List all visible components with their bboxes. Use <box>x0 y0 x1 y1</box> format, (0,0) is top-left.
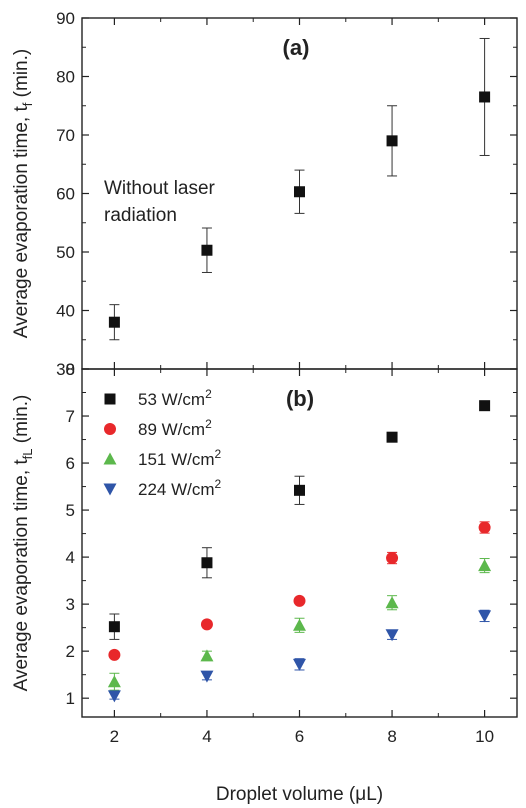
data-point <box>479 400 491 412</box>
legend-label: 53 W/cm2 <box>138 387 212 409</box>
y-tick-label: 50 <box>56 243 75 262</box>
data-point <box>293 658 306 671</box>
legend: 53 W/cm2 89 W/cm2 151 W/cm2 224 W/cm2 <box>103 387 222 499</box>
legend-marker <box>103 452 117 465</box>
data-point <box>293 618 306 631</box>
series-1 <box>108 521 491 661</box>
y-tick-label: 90 <box>56 9 75 28</box>
data-point <box>478 610 492 623</box>
series-0 <box>108 400 491 640</box>
series-0 <box>108 37 491 341</box>
data-point <box>200 649 214 662</box>
y-tick-label: 5 <box>66 501 75 520</box>
y-tick-label: 1 <box>66 689 75 708</box>
data-point <box>294 484 305 496</box>
legend-marker <box>103 483 117 496</box>
y-tick-label: 6 <box>66 454 75 473</box>
x-tick-label: 2 <box>110 727 119 746</box>
data-point <box>385 629 399 642</box>
data-point <box>108 648 121 661</box>
y-tick-label: 80 <box>56 68 75 87</box>
y-tick-label: 7 <box>66 407 75 426</box>
y-tick-label: 3 <box>66 595 75 614</box>
y-axis-title: Average evaporation time, tfL (min.) <box>11 395 35 692</box>
data-point <box>107 690 121 703</box>
data-point <box>385 596 399 609</box>
y-tick-label: 2 <box>66 642 75 661</box>
y-tick-label: 60 <box>56 185 75 204</box>
x-tick-label: 8 <box>387 727 396 746</box>
y-axis-title: Average evaporation time, tf (min.) <box>11 49 35 338</box>
y-tick-label: 4 <box>66 548 75 567</box>
data-point <box>200 670 214 683</box>
series-3 <box>107 609 492 703</box>
data-point <box>478 559 492 572</box>
data-point <box>294 186 305 198</box>
data-point <box>479 91 491 103</box>
annotation-text: radiation <box>104 205 177 226</box>
panel-label: (a) <box>283 35 310 60</box>
data-point <box>293 594 306 607</box>
data-point <box>201 557 213 569</box>
x-tick-label: 6 <box>295 727 304 746</box>
x-tick-label: 4 <box>202 727 211 746</box>
data-point <box>200 618 213 631</box>
data-point <box>386 552 399 565</box>
data-point <box>108 316 120 328</box>
annotation-text: Without laser <box>104 178 216 199</box>
panel-a: 30 40 50 60 70 80 90 Average evaporation time, … <box>11 9 518 379</box>
panel-b: 1 2 3 4 5 6 7 8 2 4 6 8 10 Average evaporation time, … <box>11 360 518 805</box>
data-point <box>107 675 121 688</box>
legend-label: 89 W/cm2 <box>138 417 212 439</box>
data-point <box>386 431 398 443</box>
legend-marker <box>104 423 116 435</box>
y-tick-label: 70 <box>56 126 75 145</box>
legend-label: 151 W/cm2 <box>138 447 222 469</box>
y-tick-label: 30 <box>56 360 75 379</box>
legend-label: 224 W/cm2 <box>138 477 222 499</box>
x-tick-label: 10 <box>475 727 494 746</box>
y-tick-label: 8 <box>66 360 75 379</box>
panel-label: (b) <box>286 386 314 411</box>
data-point <box>478 521 491 534</box>
data-point <box>386 135 398 147</box>
x-axis-title: Droplet volume (μL) <box>216 784 383 805</box>
data-point <box>201 244 213 256</box>
y-tick-label: 40 <box>56 302 75 321</box>
data-point <box>108 621 120 633</box>
series-2 <box>107 558 492 691</box>
legend-marker <box>104 393 116 405</box>
